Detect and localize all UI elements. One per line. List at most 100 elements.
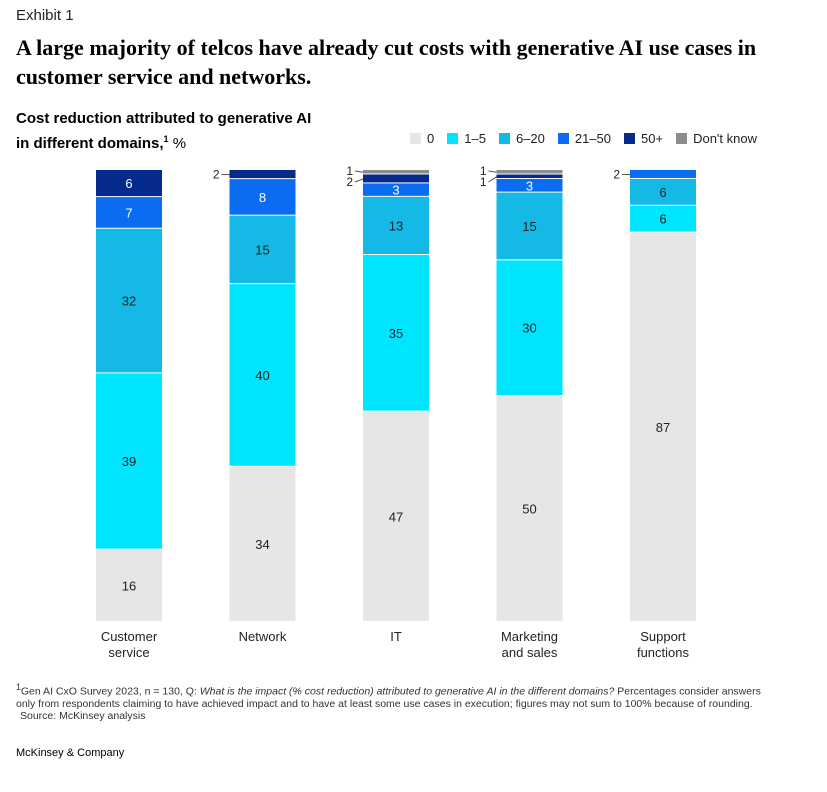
bar-group-4: 87 6 6 2 <box>613 167 696 621</box>
legend-item-3: 21–50 <box>557 131 612 146</box>
leader-line-3-5 <box>488 170 497 173</box>
legend-label-0: 0 <box>427 131 435 146</box>
bar-segment-0-3 <box>96 197 162 228</box>
category-label-4-1: functions <box>637 645 690 660</box>
data-label-3-4: 1 <box>480 175 487 189</box>
data-label-4-1: 6 <box>659 212 666 227</box>
subtitle-unit: % <box>168 135 187 152</box>
data-label-1-1: 40 <box>255 368 269 383</box>
legend-item-0: 0 <box>410 131 434 146</box>
bar-segment-1-4 <box>229 170 296 179</box>
subtitle-line-2: in different domains,1 % <box>16 129 356 154</box>
data-label-0-1: 39 <box>122 454 136 469</box>
bar-group-0: 16 39 32 7 6 <box>96 170 162 621</box>
bar-segment-3-1 <box>496 260 563 395</box>
subtitle-line-1: Cost reduction attributed to generative … <box>16 110 312 127</box>
data-label-0-4: 6 <box>125 176 132 191</box>
data-label-0-0: 16 <box>122 578 136 593</box>
footnote-source: Source: McKinsey analysis <box>20 709 146 722</box>
bar-segment-2-0 <box>363 411 429 621</box>
legend-label-2: 6–20 <box>515 131 545 146</box>
data-label-3-2: 15 <box>522 219 536 234</box>
legend-label-4: 50+ <box>641 131 664 146</box>
bar-segment-1-1 <box>229 284 296 466</box>
legend-label-5: Don't know <box>693 131 757 146</box>
legend-item-1: 1–5 <box>447 131 486 146</box>
data-label-1-3: 8 <box>259 190 266 205</box>
data-label-1-2: 15 <box>255 242 269 257</box>
category-label-2-0: IT <box>390 629 402 644</box>
category-label-1-0: Network <box>239 629 287 644</box>
legend-swatch-0 <box>410 133 421 144</box>
bar-segment-0-4 <box>96 170 162 197</box>
footnote-question: What is the impact (% cost reduction) at… <box>199 685 615 698</box>
data-label-2-3: 3 <box>392 183 399 198</box>
legend-swatch-3 <box>557 133 569 144</box>
bar-segment-1-0 <box>229 466 296 621</box>
bar-segment-2-1 <box>363 255 429 411</box>
leader-line-2-4 <box>354 178 364 183</box>
bar-segment-1-3 <box>229 179 296 215</box>
chart-subtitle: Cost reduction attributed to generative … <box>16 109 356 154</box>
bar-segment-3-3 <box>496 179 563 192</box>
chart-title: A large majority of telcos have already … <box>16 35 757 89</box>
data-label-2-4: 2 <box>346 175 353 189</box>
bar-segment-0-1 <box>96 373 162 549</box>
data-label-0-3: 7 <box>125 205 132 220</box>
bar-group-3: 50 30 15 3 11 <box>480 164 563 621</box>
data-label-2-0: 47 <box>389 509 403 524</box>
legend-item-5: Don't know <box>676 131 757 146</box>
legend-label-3: 21–50 <box>574 131 612 146</box>
data-label-1-4: 2 <box>213 168 220 182</box>
data-label-1-0: 34 <box>255 537 269 552</box>
subtitle-line-2-text: in different domains, <box>16 135 164 152</box>
data-label-2-1: 35 <box>389 326 403 341</box>
footnote-marker: 1 <box>16 682 21 692</box>
legend-item-4: 50+ <box>624 131 663 146</box>
footnote-line: 1Gen AI CxO Survey 2023, n = 130, Q: Wha… <box>16 681 776 710</box>
category-label-0-0: Customer <box>101 629 158 644</box>
bar-segment-2-2 <box>363 196 429 255</box>
footnote-rest: Percentages consider answers only from r… <box>16 685 761 710</box>
category-label-4-0: Support <box>640 629 686 644</box>
data-label-0-2: 32 <box>122 294 136 309</box>
bar-segment-4-3 <box>630 170 696 178</box>
footnote: 1Gen AI CxO Survey 2023, n = 130, Q: Wha… <box>16 681 776 722</box>
legend-swatch-1 <box>447 133 459 144</box>
leader-line-2-5 <box>354 170 364 173</box>
leader-line-3-4 <box>488 176 497 183</box>
bar-segment-3-2 <box>496 192 563 260</box>
data-label-3-5: 1 <box>480 164 487 178</box>
legend-swatch-2 <box>498 133 510 144</box>
legend-swatch-5 <box>676 133 688 144</box>
data-label-3-3: 3 <box>526 178 533 193</box>
footnote-source-text: Gen AI CxO Survey 2023, n = 130, Q: <box>20 685 200 698</box>
data-label-2-2: 13 <box>389 218 403 233</box>
legend-swatch-4 <box>624 133 636 144</box>
bar-segment-1-2 <box>229 215 296 284</box>
data-label-3-0: 50 <box>522 502 536 517</box>
legend-item-2: 6–20 <box>498 131 545 146</box>
data-label-2-5: 1 <box>346 164 353 178</box>
chart-legend: 0 1–5 6–20 21–50 50+ Don't know <box>410 131 770 146</box>
bar-segment-4-2 <box>630 178 696 205</box>
bar-segment-4-0 <box>630 232 696 621</box>
bar-group-2: 47 35 13 3 21 <box>346 164 429 621</box>
legend-label-1: 1–5 <box>464 131 486 146</box>
bar-segment-0-2 <box>96 228 162 373</box>
bar-segment-2-5 <box>363 170 429 174</box>
bar-segment-2-4 <box>363 174 429 183</box>
subtitle-footnote-marker: 1 <box>163 134 169 144</box>
category-label-3-0: Marketing <box>501 629 558 644</box>
data-label-4-3: 2 <box>613 167 620 181</box>
data-label-3-1: 30 <box>522 321 536 336</box>
category-label-3-1: and sales <box>502 645 558 660</box>
company-name: McKinsey & Company <box>16 747 125 759</box>
bar-segment-0-0 <box>96 549 162 621</box>
bar-segment-3-4 <box>496 174 563 179</box>
bar-group-1: 34 40 15 8 2 <box>213 168 296 621</box>
data-label-4-2: 6 <box>659 185 666 200</box>
stacked-bar-chart: 16393276Customerservice34401582Network47… <box>96 164 696 660</box>
exhibit-label: Exhibit 1 <box>16 7 74 24</box>
bar-segment-3-0 <box>496 396 563 621</box>
